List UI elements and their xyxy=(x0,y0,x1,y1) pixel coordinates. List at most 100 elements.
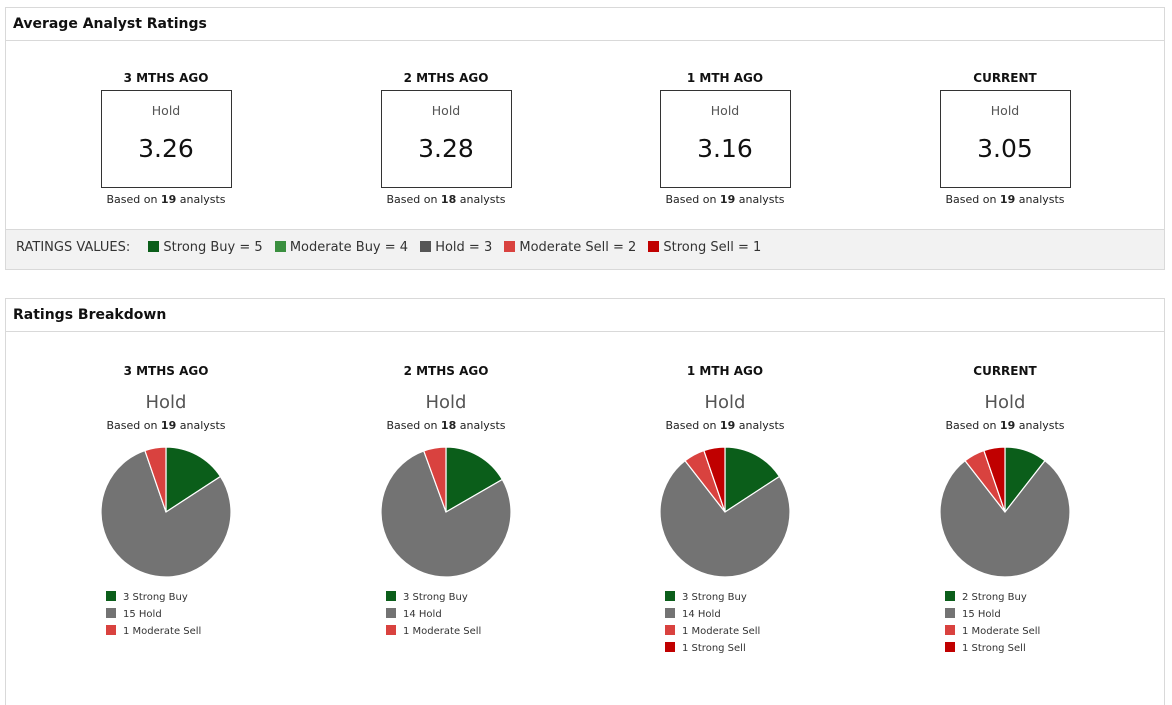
ratings-value-label: Moderate Buy = 4 xyxy=(289,240,409,255)
col-label: CURRENT xyxy=(973,364,1037,378)
pie-legend: 3 Strong Buy 14 Hold 1 Moderate Sell 1 Stro… xyxy=(665,591,785,659)
legend-swatch xyxy=(945,608,955,618)
legend-item: 1 Strong Sell xyxy=(665,642,785,659)
rating-box: Hold 3.28 xyxy=(380,90,512,188)
rating-score: 3.16 xyxy=(697,134,753,163)
pie-slice-moderate-sell xyxy=(144,446,167,513)
pie-slice-strong-buy xyxy=(724,446,781,514)
breakdown-col-3m: 3 MTHS AGO Hold Based on 19 analysts 3 S… xyxy=(66,364,266,642)
ratings-value-label: Strong Sell = 1 xyxy=(663,240,762,255)
analyst-count: 19 xyxy=(719,419,736,432)
legend-label: 1 Strong Sell xyxy=(962,643,1026,654)
analyst-count: 18 xyxy=(440,419,457,432)
legend-swatch xyxy=(945,642,955,652)
legend-label: 3 Strong Buy xyxy=(123,592,188,603)
legend-label: 14 Hold xyxy=(682,609,721,620)
rating-score: 3.26 xyxy=(138,134,194,163)
pie-legend: 3 Strong Buy 15 Hold 1 Moderate Sell xyxy=(106,591,226,642)
col-label: 3 MTHS AGO xyxy=(123,71,209,85)
based-on-text: Based on 18 analysts xyxy=(346,419,546,432)
legend-label: 1 Moderate Sell xyxy=(403,626,482,637)
breakdown-col-2m: 2 MTHS AGO Hold Based on 18 analysts 3 S… xyxy=(346,364,546,642)
swatch xyxy=(274,241,286,252)
pie-slice-strong-buy xyxy=(445,446,504,514)
legend-swatch xyxy=(665,642,675,652)
rating-word: Hold xyxy=(145,392,187,413)
avg-col-1m: 1 MTH AGO Hold 3.16 Based on 19 analysts xyxy=(625,71,825,206)
pie-slice-hold xyxy=(380,450,512,578)
ratings-value-item: Strong Buy = 5 xyxy=(148,240,263,255)
legend-swatch xyxy=(665,608,675,618)
legend-item: 1 Moderate Sell xyxy=(945,625,1065,642)
rating-word: Hold xyxy=(151,103,181,118)
analyst-count: 19 xyxy=(160,193,177,206)
based-suffix: analysts xyxy=(179,193,226,206)
rating-word: Hold xyxy=(704,392,746,413)
pie-slice-hold xyxy=(659,459,791,578)
pie-slice-hold xyxy=(939,459,1071,578)
legend-item: 1 Moderate Sell xyxy=(106,625,226,642)
rating-score: 3.28 xyxy=(418,134,474,163)
legend-item: 1 Strong Sell xyxy=(945,642,1065,659)
based-suffix: analysts xyxy=(459,419,506,432)
legend-label: 14 Hold xyxy=(403,609,442,620)
based-on-text: Based on 19 analysts xyxy=(625,419,825,432)
legend-item: 2 Strong Buy xyxy=(945,591,1065,608)
ratings-value-label: Strong Buy = 5 xyxy=(163,240,263,255)
rating-score: 3.05 xyxy=(977,134,1033,163)
legend-label: 2 Strong Buy xyxy=(962,592,1027,603)
pie-slice-strong-buy xyxy=(165,446,222,514)
legend-item: 14 Hold xyxy=(386,608,506,625)
rating-word: Hold xyxy=(710,103,740,118)
legend-swatch xyxy=(386,625,396,635)
col-label: CURRENT xyxy=(973,71,1037,85)
legend-label: 15 Hold xyxy=(123,609,162,620)
breakdown-col-1m: 1 MTH AGO Hold Based on 19 analysts 3 St… xyxy=(625,364,825,659)
pie-chart xyxy=(659,446,791,578)
based-on-text: Based on 18 analysts xyxy=(346,193,546,206)
based-on-text: Based on 19 analysts xyxy=(625,193,825,206)
legend-item: 3 Strong Buy xyxy=(386,591,506,608)
pie-chart xyxy=(380,446,512,578)
pie-legend: 2 Strong Buy 15 Hold 1 Moderate Sell 1 Stro… xyxy=(945,591,1065,659)
legend-item: 3 Strong Buy xyxy=(665,591,785,608)
avg-col-3m: 3 MTHS AGO Hold 3.26 Based on 19 analyst… xyxy=(66,71,266,206)
col-label: 1 MTH AGO xyxy=(686,364,764,378)
legend-item: 1 Moderate Sell xyxy=(665,625,785,642)
ratings-value-item: Strong Sell = 1 xyxy=(648,240,761,255)
legend-label: 1 Strong Sell xyxy=(682,643,746,654)
legend-label: 1 Moderate Sell xyxy=(682,626,761,637)
col-label: 2 MTHS AGO xyxy=(403,71,489,85)
legend-item: 14 Hold xyxy=(665,608,785,625)
rating-word: Hold xyxy=(431,103,461,118)
legend-label: 15 Hold xyxy=(962,609,1001,620)
based-prefix: Based on xyxy=(665,419,717,432)
average-ratings-title: Average Analyst Ratings xyxy=(6,8,1164,41)
ratings-value-label: Hold = 3 xyxy=(435,240,493,255)
legend-swatch xyxy=(945,591,955,601)
based-prefix: Based on xyxy=(386,193,438,206)
col-label: 3 MTHS AGO xyxy=(123,364,209,378)
pie-legend: 3 Strong Buy 14 Hold 1 Moderate Sell xyxy=(386,591,506,642)
based-prefix: Based on xyxy=(665,193,717,206)
legend-swatch xyxy=(386,591,396,601)
ratings-values-bar: RATINGS VALUES: Strong Buy = 5 Moderate … xyxy=(6,229,1164,269)
ratings-values-title: RATINGS VALUES: xyxy=(16,240,131,255)
based-suffix: analysts xyxy=(179,419,226,432)
based-suffix: analysts xyxy=(738,193,785,206)
pie-slice-strong-sell xyxy=(703,446,726,513)
based-suffix: analysts xyxy=(459,193,506,206)
pie-slice-moderate-sell xyxy=(423,446,447,513)
legend-swatch xyxy=(106,591,116,601)
ratings-value-label: Moderate Sell = 2 xyxy=(519,240,637,255)
legend-label: 1 Moderate Sell xyxy=(962,626,1041,637)
ratings-value-item: Moderate Buy = 4 xyxy=(274,240,409,255)
legend-swatch xyxy=(386,608,396,618)
legend-item: 3 Strong Buy xyxy=(106,591,226,608)
based-prefix: Based on xyxy=(945,193,997,206)
legend-swatch xyxy=(945,625,955,635)
swatch xyxy=(648,241,660,252)
avg-col-current: CURRENT Hold 3.05 Based on 19 analysts xyxy=(905,71,1105,206)
analyst-count: 19 xyxy=(160,419,177,432)
based-prefix: Based on xyxy=(106,419,158,432)
